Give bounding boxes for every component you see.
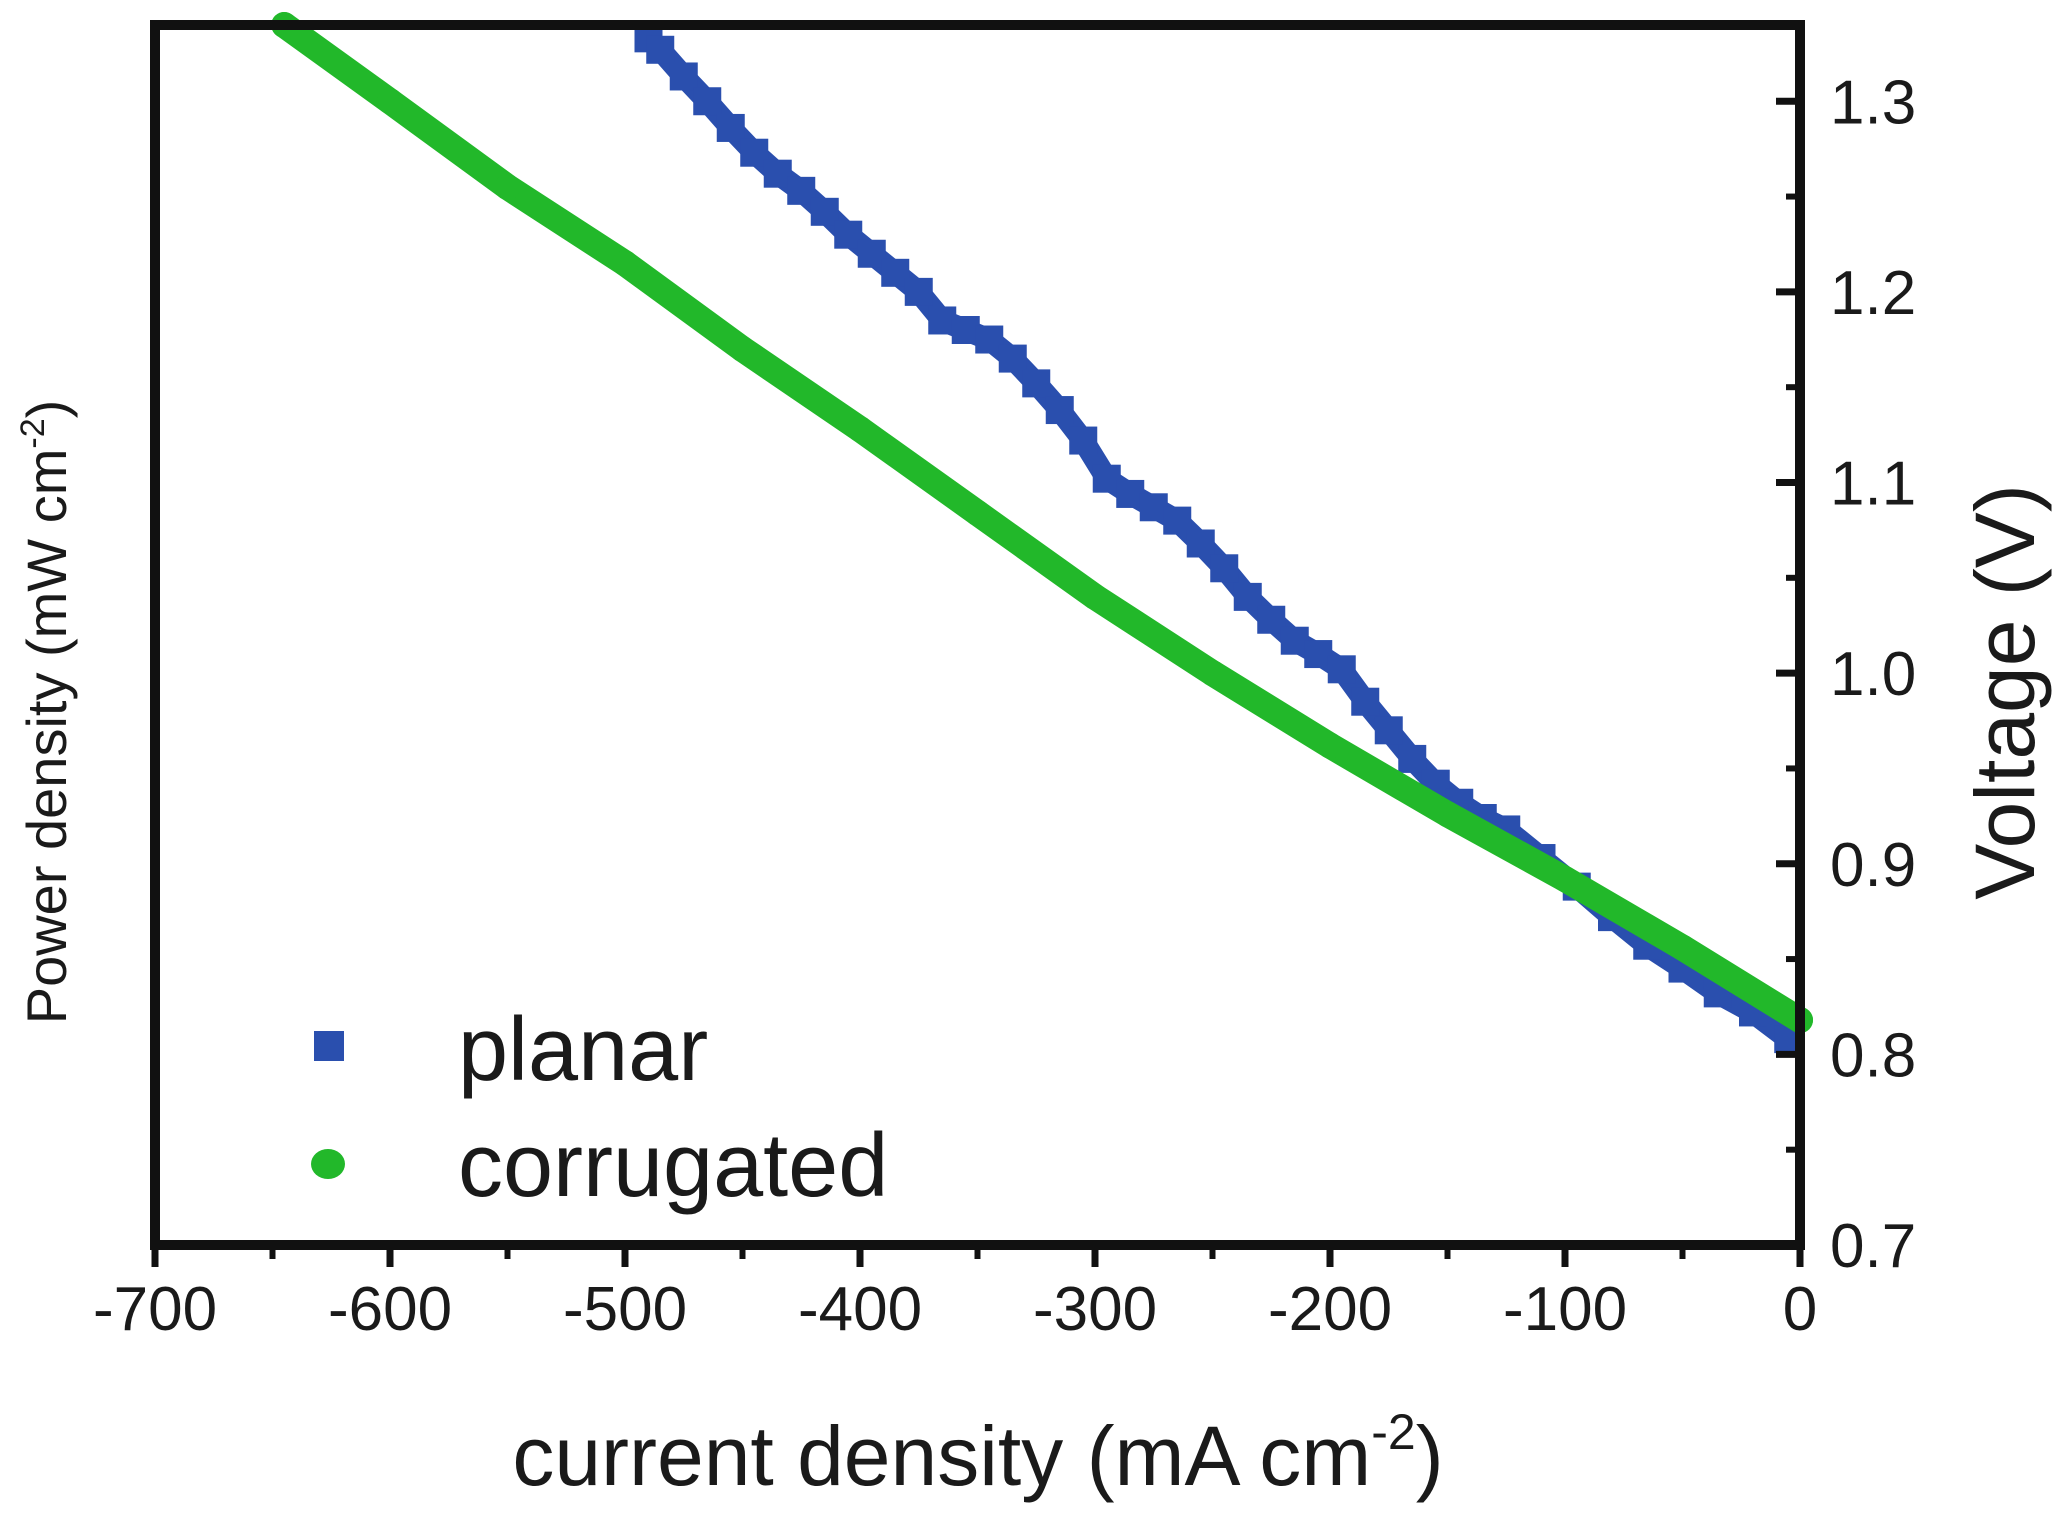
data-point-corrugated bbox=[1317, 732, 1343, 759]
data-point-planar bbox=[810, 197, 839, 226]
y-right-tick-label: 0.7 bbox=[1830, 1212, 1916, 1281]
data-point-planar bbox=[998, 344, 1027, 373]
data-point-planar bbox=[787, 176, 816, 205]
x-tick-label: -300 bbox=[1033, 1275, 1157, 1344]
data-point-corrugated bbox=[377, 88, 403, 115]
data-point-planar bbox=[763, 159, 792, 188]
tick-layer: -700 -600 -500 -400 -300 -200 -100 00.7 0.8 0.9 1.… bbox=[93, 68, 1916, 1344]
data-point-planar bbox=[646, 35, 675, 64]
data-point-planar bbox=[1257, 605, 1286, 634]
legend-marker-planar bbox=[314, 1031, 344, 1061]
x-axis-title-text: current density (mA cm bbox=[512, 1409, 1371, 1503]
series-planar bbox=[634, 24, 1803, 1054]
series-line-planar bbox=[640, 30, 1795, 1048]
series-corrugated bbox=[271, 12, 1813, 1034]
legend-label-planar: planar bbox=[458, 1000, 708, 1100]
data-point-planar bbox=[1233, 582, 1262, 611]
data-point-corrugated bbox=[612, 250, 638, 277]
data-point-planar bbox=[1280, 626, 1309, 655]
data-point-corrugated bbox=[1199, 660, 1226, 687]
data-point-corrugated bbox=[847, 416, 873, 443]
data-point-planar bbox=[716, 113, 745, 142]
data-point-planar bbox=[1163, 506, 1192, 535]
data-point-planar bbox=[1116, 479, 1145, 508]
data-point-planar bbox=[834, 220, 863, 249]
data-point-planar bbox=[1351, 687, 1380, 716]
data-point-planar bbox=[1304, 640, 1333, 669]
y-right-tick-label: 1.0 bbox=[1830, 640, 1916, 709]
data-point-planar bbox=[857, 239, 886, 268]
y-axis-left-title-close: ) bbox=[15, 400, 78, 419]
data-point-planar bbox=[1045, 396, 1074, 425]
data-point-corrugated bbox=[1434, 801, 1461, 828]
y-axis-right-title: Voltage (V) bbox=[1958, 484, 2052, 900]
series-line-corrugated bbox=[271, 12, 1813, 1034]
y-axis-left-title-text: Power density (mW cm bbox=[15, 449, 78, 1025]
data-point-planar bbox=[669, 62, 698, 91]
data-point-planar bbox=[740, 138, 769, 167]
x-tick-label: 0 bbox=[1783, 1275, 1817, 1344]
legend: planar corrugated bbox=[311, 1000, 888, 1216]
data-point-planar bbox=[1022, 369, 1051, 398]
data-point-planar bbox=[1374, 716, 1403, 745]
x-axis-title-sup: -2 bbox=[1371, 1404, 1415, 1460]
y-right-tick-label: 1.3 bbox=[1830, 68, 1916, 137]
y-right-tick-label: 1.1 bbox=[1830, 450, 1916, 519]
data-point-corrugated bbox=[729, 336, 756, 363]
x-tick-label: -600 bbox=[328, 1275, 452, 1344]
data-point-corrugated bbox=[1552, 866, 1578, 892]
y-right-tick-label: 0.9 bbox=[1830, 831, 1916, 900]
data-point-corrugated bbox=[494, 174, 521, 201]
x-tick-label: -400 bbox=[798, 1275, 922, 1344]
data-point-planar bbox=[1398, 744, 1427, 773]
data-point-planar bbox=[1327, 655, 1356, 684]
data-point-planar bbox=[928, 306, 957, 335]
x-tick-label: -500 bbox=[563, 1275, 687, 1344]
data-point-planar bbox=[975, 325, 1004, 354]
data-point-corrugated bbox=[964, 500, 991, 526]
x-axis-title-close: ) bbox=[1416, 1409, 1444, 1503]
x-tick-label: -200 bbox=[1268, 1275, 1392, 1344]
data-point-planar bbox=[1069, 426, 1098, 455]
data-point-planar bbox=[904, 277, 933, 306]
plot-frame bbox=[150, 20, 1805, 1250]
x-tick-label: -700 bbox=[93, 1275, 217, 1344]
data-point-planar bbox=[1139, 493, 1168, 522]
x-axis-title: current density (mA cm-2) bbox=[512, 1404, 1443, 1503]
y-axis-left-title-sup: -2 bbox=[14, 418, 52, 448]
legend-label-corrugated: corrugated bbox=[458, 1116, 888, 1216]
y-axis-left-title: Power density (mW cm-2) bbox=[14, 400, 78, 1025]
data-point-planar bbox=[1210, 554, 1239, 583]
series-layer bbox=[271, 12, 1813, 1054]
legend-marker-corrugated bbox=[311, 1149, 345, 1179]
data-point-corrugated bbox=[1669, 934, 1696, 961]
y-right-tick-label: 1.2 bbox=[1830, 259, 1916, 328]
x-tick-label: -100 bbox=[1503, 1275, 1627, 1344]
data-point-planar bbox=[1092, 464, 1121, 493]
data-point-planar bbox=[1186, 529, 1215, 558]
y-right-tick-label: 0.8 bbox=[1830, 1021, 1916, 1090]
data-point-planar bbox=[951, 316, 980, 344]
data-point-planar bbox=[693, 87, 722, 116]
data-point-planar bbox=[881, 258, 910, 287]
data-point-corrugated bbox=[1082, 583, 1108, 610]
